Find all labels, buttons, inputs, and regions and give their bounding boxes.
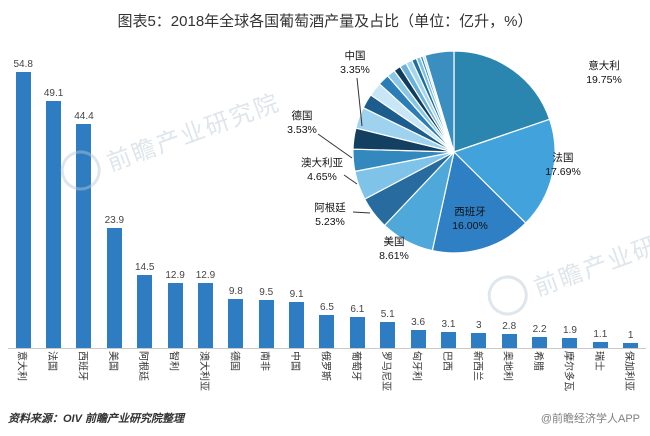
bar <box>440 332 456 348</box>
bar-value-label: 1.9 <box>562 325 577 336</box>
bar-column: 23.9 <box>99 215 129 348</box>
bar <box>562 338 578 348</box>
bar-category-label: 俄罗斯 <box>319 351 331 381</box>
bar-value-label: 54.8 <box>13 59 33 70</box>
bar-category-label: 葡萄牙 <box>349 351 361 381</box>
bar <box>137 275 153 348</box>
bar-value-label: 9.5 <box>259 287 274 298</box>
bar-column: 9.5 <box>251 287 281 348</box>
bar-category-label: 智利 <box>167 351 179 371</box>
bar-category-label: 澳大利亚 <box>197 351 209 391</box>
bar-column: 12.9 <box>160 270 190 348</box>
bar-column: 1.9 <box>555 325 585 348</box>
credit-note: @前瞻经济学人APP <box>540 413 640 425</box>
bar-column: 49.1 <box>38 88 68 348</box>
bar-value-label: 1.1 <box>593 329 608 340</box>
bar-value-label: 2.2 <box>532 324 547 335</box>
bar-value-label: 6.1 <box>350 304 365 315</box>
bar-column: 9.8 <box>221 286 251 348</box>
bar-value-label: 9.1 <box>289 289 304 300</box>
bar-column: 1 <box>616 330 646 348</box>
bar-column: 2.2 <box>524 324 554 348</box>
bar-column: 3 <box>464 320 494 348</box>
bar-category-label: 意大利 <box>15 351 27 381</box>
bar <box>501 334 517 348</box>
bar <box>15 72 31 348</box>
bar-value-label: 12.9 <box>195 270 216 281</box>
bar <box>197 283 213 348</box>
bar <box>258 300 274 348</box>
bar-chart: 54.8 49.1 44.4 23.9 14.5 12.9 12.9 9.8 9.5 9.1 6.5… <box>8 58 646 349</box>
bar-value-label: 9.8 <box>228 286 243 297</box>
bar-column: 14.5 <box>130 262 160 348</box>
bar <box>471 333 487 348</box>
bar-column: 5.1 <box>373 309 403 348</box>
bar-category-label: 法国 <box>46 351 58 371</box>
bar <box>592 342 608 348</box>
bar <box>167 283 183 348</box>
bar-column: 6.1 <box>342 304 372 348</box>
bar-category-label: 西班牙 <box>76 351 88 381</box>
bar-value-label: 3 <box>476 320 482 331</box>
bar-value-label: 44.4 <box>74 111 94 122</box>
bar <box>319 315 335 348</box>
bar-column: 3.6 <box>403 317 433 348</box>
bar-category-label: 罗马尼亚 <box>380 351 392 391</box>
bar-category-label: 南非 <box>258 351 270 371</box>
bar-category-label: 巴西 <box>440 351 452 371</box>
bar <box>289 302 305 348</box>
bar-category-label: 匈牙利 <box>410 351 422 381</box>
bar-value-label: 3.1 <box>441 319 456 330</box>
bar-column: 6.5 <box>312 302 342 348</box>
bar-category-label: 阿根廷 <box>137 351 149 381</box>
bar-column: 1.1 <box>585 329 615 348</box>
bar-category-label: 奥地利 <box>501 351 513 381</box>
bar-category-axis: 意大利 法国 西班牙 美国 阿根廷 智利 澳大利亚 德国 南非 中国 俄罗斯 葡萄牙 罗马尼亚 匈牙利 巴西… <box>8 351 646 407</box>
bar <box>623 343 639 348</box>
bar-value-label: 6.5 <box>319 302 334 313</box>
bar-category-label: 美国 <box>106 351 118 371</box>
bar-column: 44.4 <box>69 111 99 348</box>
bar <box>76 124 92 348</box>
bar-category-label: 瑞士 <box>592 351 604 371</box>
bar-value-label: 12.9 <box>165 270 185 281</box>
bar <box>106 228 122 348</box>
bar-value-label: 14.5 <box>134 262 155 273</box>
bar-category-label: 希腊 <box>532 351 544 371</box>
bar-column: 9.1 <box>281 289 311 348</box>
bar-value-label: 2.8 <box>502 321 517 332</box>
bar-value-label: 5.1 <box>380 309 395 320</box>
bar-value-label: 49.1 <box>43 88 64 99</box>
bar-category-label: 中国 <box>289 351 301 371</box>
chart-title: 图表5：2018年全球各国葡萄酒产量及占比（单位：亿升，%） <box>117 13 533 30</box>
source-note: 资料来源：OIV 前瞻产业研究院整理 <box>8 413 185 425</box>
bar-category-label: 德国 <box>228 351 240 371</box>
bar <box>380 322 396 348</box>
bar-column: 54.8 <box>8 59 38 348</box>
bar <box>532 337 548 348</box>
bar-category-label: 新西兰 <box>471 351 483 381</box>
bar-value-label: 23.9 <box>104 215 125 226</box>
bar-category-label: 保加利亚 <box>623 351 635 391</box>
bar-column: 3.1 <box>433 319 463 348</box>
bar-value-label: 1 <box>627 330 634 341</box>
bar-value-label: 3.6 <box>411 317 426 328</box>
bar <box>46 101 62 348</box>
bar-column: 12.9 <box>190 270 220 348</box>
bar <box>228 299 244 348</box>
bar-column: 2.8 <box>494 321 524 348</box>
bar <box>349 317 365 348</box>
bar-category-label: 摩尔多瓦 <box>562 351 574 391</box>
bar <box>410 330 426 348</box>
